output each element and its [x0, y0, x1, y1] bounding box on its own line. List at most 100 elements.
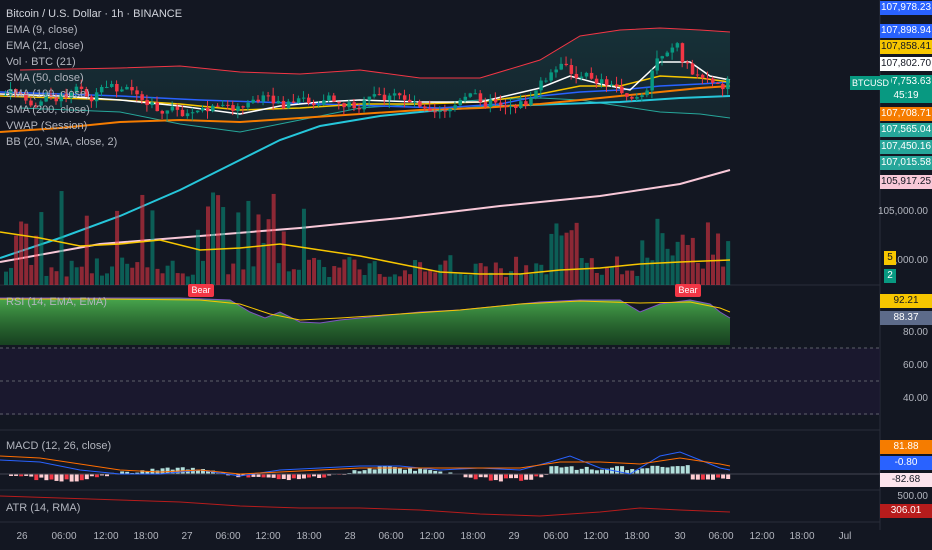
- volume-bar: [428, 270, 433, 285]
- macd-histogram-bar: [64, 474, 69, 480]
- candle-body: [524, 101, 528, 106]
- macd-histogram-bar: [579, 468, 584, 474]
- candle-body: [312, 103, 316, 106]
- macd-histogram-bar: [438, 471, 443, 474]
- candle-body: [19, 93, 23, 95]
- time-label-26: 26: [16, 531, 28, 542]
- candle-body: [721, 84, 725, 90]
- volume-bar: [125, 263, 130, 285]
- volume-bar: [423, 271, 428, 285]
- candle-body: [519, 101, 523, 109]
- macd-histogram-bar: [317, 474, 322, 478]
- volume-bar: [569, 230, 574, 285]
- volume-bar: [286, 271, 291, 285]
- time-label-1200-b: 12:00: [255, 531, 281, 542]
- volume-bar: [34, 235, 39, 285]
- candle-body: [610, 84, 614, 86]
- candle-body: [711, 78, 715, 83]
- macd-histogram-bar: [296, 474, 301, 480]
- candle-body: [418, 101, 422, 107]
- candle-body: [291, 101, 296, 103]
- volume-bar: [74, 267, 79, 285]
- price-tag-sma200: 105,917.25: [880, 175, 932, 189]
- rsi-value-tag: 92.21: [880, 294, 932, 308]
- price-tag-vwap: 107,898.94: [880, 24, 932, 38]
- rsi-bear-label-2: Bear: [675, 284, 701, 297]
- macd-legend[interactable]: MACD (12, 26, close): [6, 440, 112, 452]
- rsi-ma-tag: 88.37: [880, 311, 932, 325]
- candle-body: [130, 86, 134, 91]
- volume-bar: [362, 275, 367, 285]
- legend-vwap[interactable]: VWAP (Session): [6, 120, 88, 132]
- rsi-legend[interactable]: RSI (14, EMA, EMA): [6, 296, 107, 308]
- candle-body: [64, 93, 69, 98]
- sma200-line: [0, 169, 731, 263]
- macd-histogram-bar: [675, 466, 680, 474]
- macd-histogram-bar: [105, 474, 109, 477]
- candle-body: [397, 93, 402, 96]
- volume-bar: [9, 267, 14, 285]
- volume-bar: [312, 257, 317, 285]
- volume-ma-tag: 5: [884, 251, 896, 265]
- candle-body: [110, 83, 114, 87]
- candle-body: [175, 106, 180, 110]
- price-label-105000: 105,000.00: [877, 206, 928, 217]
- legend-sma50[interactable]: SMA (50, close): [6, 72, 84, 84]
- macd-histogram-bar: [615, 466, 620, 474]
- volume-bar: [155, 268, 160, 285]
- candle-body: [145, 99, 149, 106]
- volume-bar: [675, 241, 680, 285]
- candle-body: [281, 100, 286, 109]
- macd-histogram-bar: [160, 468, 165, 474]
- volume-bar: [241, 269, 246, 285]
- time-label-0600-b: 06:00: [215, 531, 241, 542]
- macd-hist-tag: -82.68: [880, 473, 932, 487]
- legend-ema21[interactable]: EMA (21, close): [6, 40, 84, 52]
- candle-body: [34, 105, 38, 107]
- candle-body: [665, 52, 670, 57]
- macd-histogram-bar: [433, 470, 438, 474]
- volume-bar: [392, 274, 397, 285]
- macd-histogram-bar: [307, 474, 311, 478]
- legend-bb[interactable]: BB (20, SMA, close, 2): [6, 136, 118, 148]
- candle-body: [49, 95, 53, 98]
- macd-histogram-bar: [99, 474, 104, 476]
- macd-histogram-bar: [625, 470, 630, 474]
- candle-body: [185, 113, 190, 117]
- candles-group: [4, 41, 730, 122]
- volume-bar: [564, 232, 569, 285]
- volume-bar: [216, 195, 221, 285]
- macd-histogram-bar: [327, 474, 332, 476]
- macd-histogram-bar: [413, 470, 418, 474]
- macd-histogram-bar: [372, 469, 377, 474]
- volume-bar: [620, 274, 625, 285]
- symbol-title[interactable]: Bitcoin / U.S. Dollar · 1h · BINANCE: [6, 8, 183, 20]
- legend-sma100[interactable]: SMA (100, close): [6, 88, 90, 100]
- volume-bar: [94, 258, 99, 285]
- candle-body: [99, 87, 104, 93]
- macd-histogram-bar: [261, 474, 266, 478]
- candle-body: [357, 108, 361, 110]
- macd-histogram-bar: [59, 474, 64, 482]
- volume-bar: [84, 215, 89, 285]
- candle-body: [690, 63, 695, 75]
- time-label-29: 29: [508, 531, 520, 542]
- atr-legend[interactable]: ATR (14, RMA): [6, 502, 81, 514]
- macd-histogram-bar: [94, 474, 99, 478]
- legend-volume[interactable]: Vol · BTC (21): [6, 56, 76, 68]
- time-label-0600-e: 06:00: [708, 531, 734, 542]
- macd-histogram-bar: [514, 474, 519, 479]
- volume-bar: [4, 271, 8, 285]
- macd-histogram-bar: [79, 474, 84, 481]
- price-tag-bb-upper: 107,978.23: [880, 1, 932, 15]
- legend-sma200[interactable]: SMA (200, close): [6, 104, 90, 116]
- legend-ema9[interactable]: EMA (9, close): [6, 24, 78, 36]
- candle-body: [635, 96, 639, 99]
- volume-bar: [574, 222, 579, 285]
- candle-body: [387, 95, 392, 101]
- candle-body: [488, 99, 493, 108]
- volume-bar: [206, 206, 210, 285]
- candle-body: [675, 43, 680, 48]
- candle-body: [680, 43, 685, 63]
